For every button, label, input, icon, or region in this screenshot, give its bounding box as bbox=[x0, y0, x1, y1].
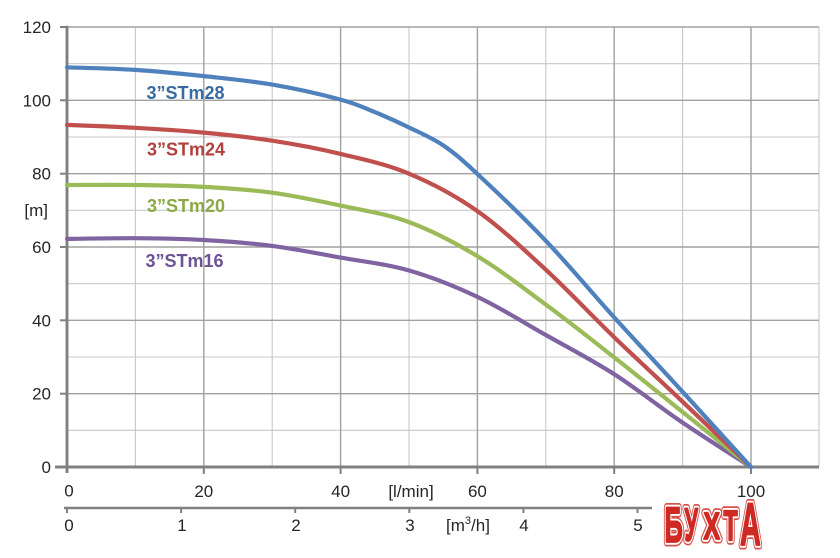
svg-text:80: 80 bbox=[32, 165, 51, 184]
svg-text:100: 100 bbox=[23, 91, 51, 110]
svg-text:40: 40 bbox=[32, 311, 51, 330]
svg-text:3: 3 bbox=[405, 516, 414, 535]
svg-text:1: 1 bbox=[177, 516, 186, 535]
svg-text:5: 5 bbox=[633, 516, 642, 535]
svg-text:0: 0 bbox=[64, 516, 73, 535]
svg-text:3”STm24: 3”STm24 bbox=[147, 140, 225, 160]
svg-text:20: 20 bbox=[194, 482, 213, 501]
svg-text:[m]: [m] bbox=[24, 201, 48, 220]
svg-text:0: 0 bbox=[42, 458, 51, 477]
svg-text:3”STm28: 3”STm28 bbox=[147, 83, 225, 103]
svg-text:40: 40 bbox=[331, 482, 350, 501]
svg-text:[m3/h]: [m3/h] bbox=[446, 515, 490, 535]
svg-text:2: 2 bbox=[291, 516, 300, 535]
svg-text:0: 0 bbox=[64, 482, 73, 501]
svg-text:3”STm16: 3”STm16 bbox=[146, 251, 224, 271]
svg-text:20: 20 bbox=[32, 385, 51, 404]
svg-text:60: 60 bbox=[468, 482, 487, 501]
svg-text:80: 80 bbox=[605, 482, 624, 501]
svg-text:[l/min]: [l/min] bbox=[388, 482, 433, 501]
svg-text:3”STm20: 3”STm20 bbox=[147, 196, 225, 216]
svg-text:60: 60 bbox=[32, 238, 51, 257]
svg-text:120: 120 bbox=[23, 18, 51, 37]
svg-text:4: 4 bbox=[519, 516, 528, 535]
